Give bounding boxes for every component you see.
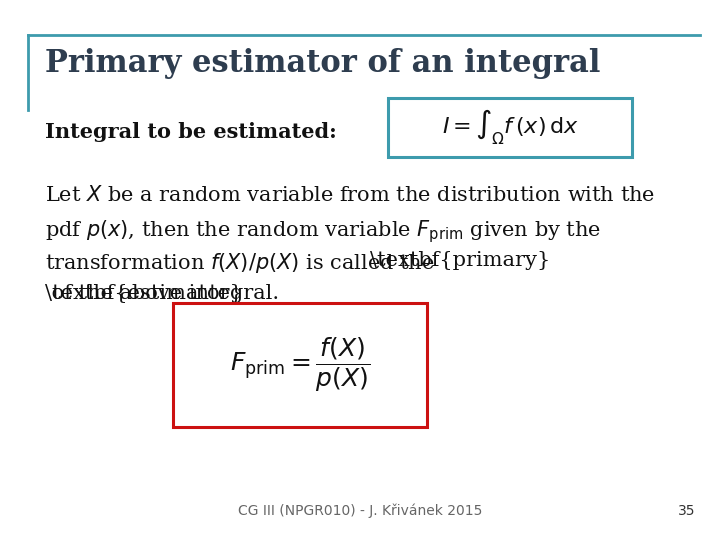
Text: transformation $f(X)/p(X)$ is called the: transformation $f(X)/p(X)$ is called the <box>45 251 436 275</box>
Text: \textbf{estimator}: \textbf{estimator} <box>45 284 243 303</box>
Text: CG III (NPGR010) - J. Křivánek 2015: CG III (NPGR010) - J. Křivánek 2015 <box>238 503 482 518</box>
Text: Integral to be estimated:: Integral to be estimated: <box>45 122 337 142</box>
Text: 35: 35 <box>678 504 695 518</box>
Text: Let $X$ be a random variable from the distribution with the: Let $X$ be a random variable from the di… <box>45 185 655 205</box>
Text: $I = \int_{\Omega} f\,(x)\,\mathrm{d}x$: $I = \int_{\Omega} f\,(x)\,\mathrm{d}x$ <box>441 107 578 147</box>
Text: of the above integral.: of the above integral. <box>45 284 279 303</box>
FancyBboxPatch shape <box>173 303 427 427</box>
Text: pdf $p(x)$, then the random variable $F_{\mathrm{prim}}$ given by the: pdf $p(x)$, then the random variable $F_… <box>45 218 601 245</box>
FancyBboxPatch shape <box>388 98 632 157</box>
Text: Primary estimator of an integral: Primary estimator of an integral <box>45 48 600 79</box>
Text: \textbf{primary}: \textbf{primary} <box>370 251 550 270</box>
Text: $F_{\mathrm{prim}} = \dfrac{f(X)}{p(X)}$: $F_{\mathrm{prim}} = \dfrac{f(X)}{p(X)}$ <box>230 335 370 394</box>
